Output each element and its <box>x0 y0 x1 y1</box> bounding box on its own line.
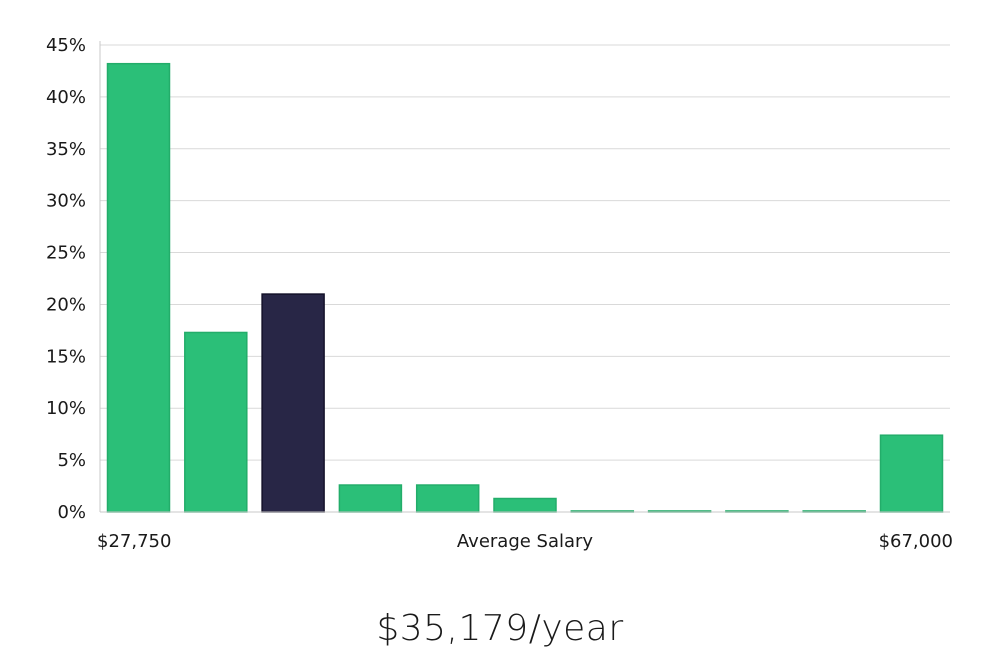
bar <box>338 484 403 513</box>
salary-distribution-chart: 0% 5% 10% 15% 20% 25% 30% 35% 40% 45% $27,750 Ave… <box>46 35 953 552</box>
y-tick-label: 15% <box>46 346 86 367</box>
y-tick-label: 5% <box>57 450 86 471</box>
y-tick-label: 30% <box>46 191 86 212</box>
y-axis-ticks: 0% 5% 10% 15% 20% 25% 30% 35% 40% 45% <box>46 35 86 523</box>
y-tick-label: 25% <box>46 243 86 264</box>
y-tick-label: 20% <box>46 294 86 315</box>
bar <box>415 484 480 513</box>
y-tick-label: 0% <box>57 502 86 523</box>
x-max-label: $67,000 <box>879 531 953 552</box>
bar <box>879 434 944 513</box>
bar <box>493 497 557 513</box>
y-tick-label: 35% <box>46 139 86 160</box>
y-tick-label: 45% <box>46 35 86 56</box>
x-axis-title: Average Salary <box>457 531 594 552</box>
bar <box>184 331 248 513</box>
y-tick-label: 40% <box>46 87 86 108</box>
y-tick-label: 10% <box>46 398 86 419</box>
bar <box>106 62 171 513</box>
bar-highlighted <box>261 293 325 513</box>
bars <box>106 62 944 513</box>
average-salary-value: $35,179/year <box>376 608 624 649</box>
x-min-label: $27,750 <box>97 531 171 552</box>
